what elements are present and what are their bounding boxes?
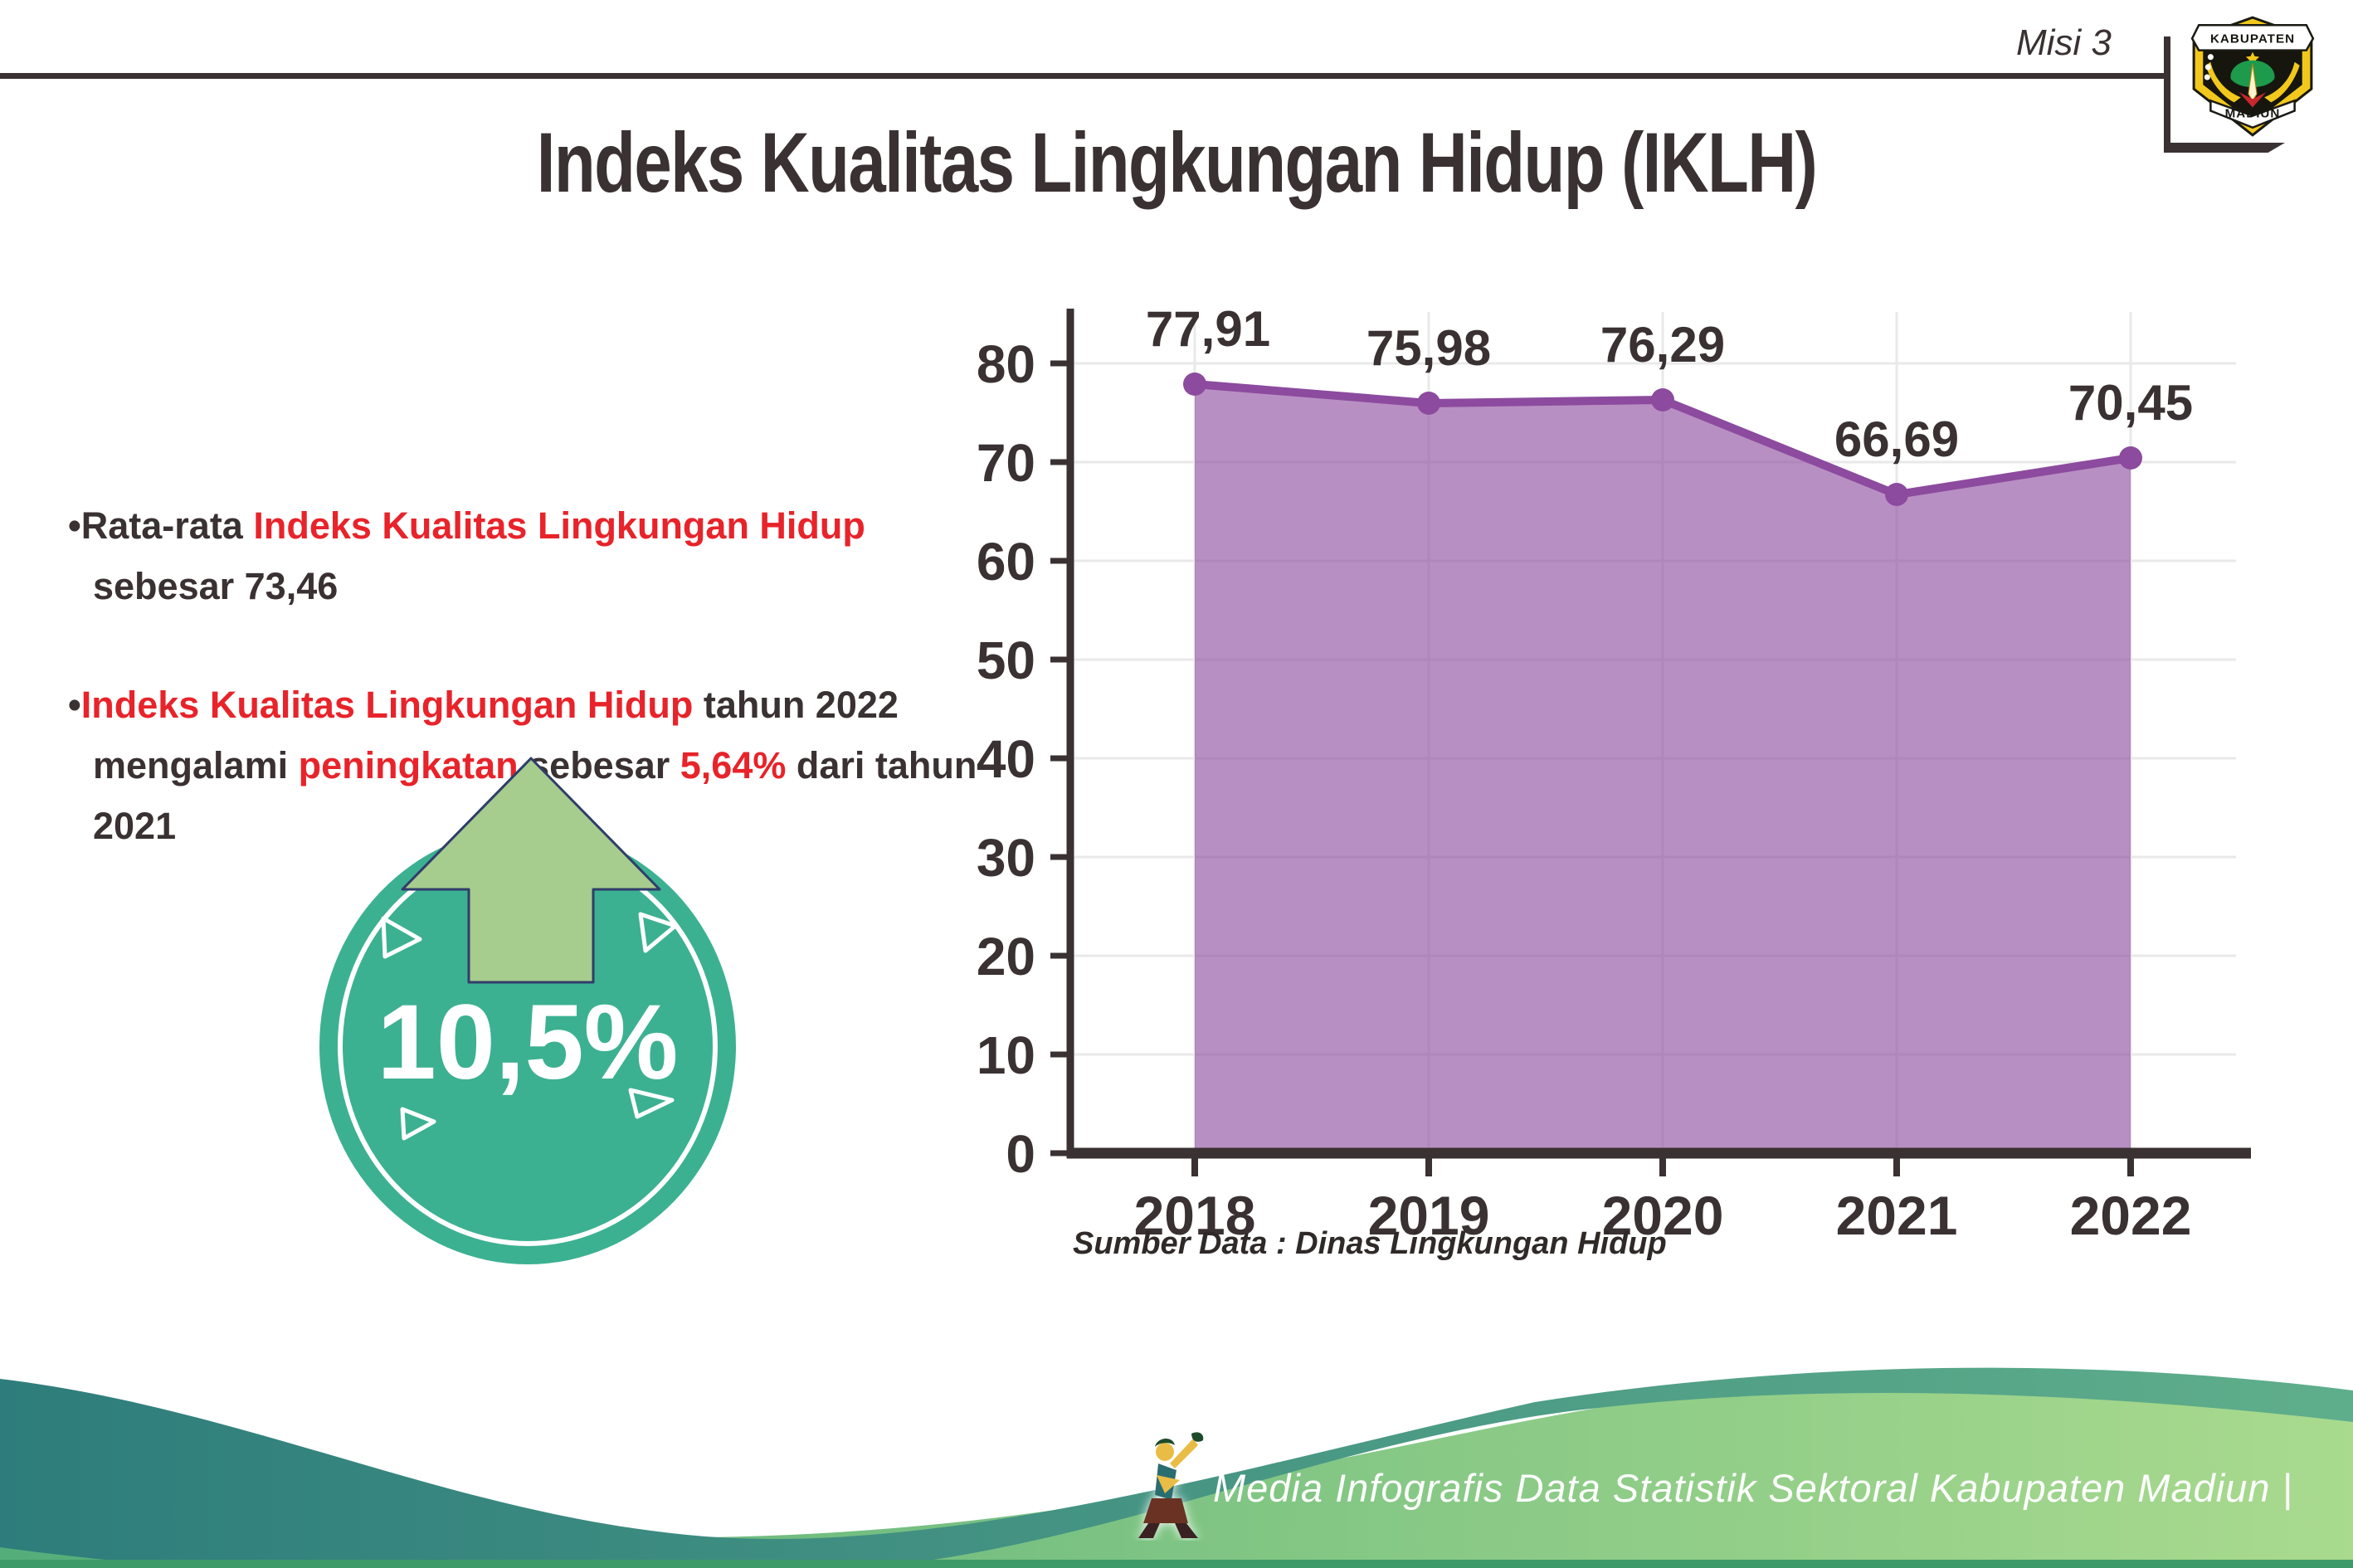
footer-wave-decoration — [0, 1367, 2353, 1568]
logo-cotton-dot — [2204, 64, 2211, 71]
y-tick-label: 60 — [977, 532, 1035, 592]
logo-cotton-dot — [2204, 74, 2210, 80]
logo-banner-bottom — [2209, 99, 2296, 129]
badge-spark-icon — [638, 912, 678, 953]
finding-highlight: Indeks Kualitas Lingkungan Hidup — [253, 504, 865, 547]
x-tick-label: 2020 — [1602, 1185, 1724, 1246]
up-arrow-icon — [401, 757, 661, 984]
value-label: 66,69 — [1834, 411, 1959, 467]
finding-text: dari tahun 2021 — [93, 743, 977, 847]
y-tick-label: 70 — [977, 433, 1035, 493]
finding-text: Rata-rata — [80, 504, 254, 547]
y-tick-label: 0 — [1006, 1124, 1035, 1184]
badge-value: 10,5% — [378, 983, 679, 1102]
dancer-mascot-icon — [1138, 1432, 1204, 1538]
y-tick-label: 50 — [977, 631, 1035, 690]
logo-top-text: KABUPATEN — [2210, 32, 2295, 46]
value-label: 75,98 — [1366, 320, 1491, 376]
footer-credit: Media Infografis Data Statistik Sektoral… — [1213, 1466, 2293, 1510]
y-tick-label: 40 — [977, 729, 1035, 789]
y-tick-label: 20 — [977, 927, 1035, 986]
data-source-caption: Sumber Data : Dinas Lingkungan Hidup — [1073, 1226, 1667, 1261]
badge-circle — [319, 828, 736, 1264]
data-point — [1651, 388, 1674, 411]
x-tick-label: 2018 — [1134, 1185, 1256, 1246]
x-tick-label: 2022 — [2070, 1185, 2192, 1246]
footer-teal-wave — [0, 1367, 2353, 1568]
logo-banner-top — [2190, 23, 2315, 51]
page-title: Indeks Kualitas Lingkungan Hidup (IKLH) — [536, 115, 1818, 210]
finding-highlight: 5,64% — [680, 743, 787, 786]
value-label: 70,45 — [2068, 375, 2193, 431]
key-findings: •Rata-rata Indeks Kualitas Lingkungan Hi… — [68, 496, 1006, 914]
finding-text: tahun 2022 mengalami — [93, 683, 899, 786]
data-point — [1417, 392, 1440, 415]
logo-frame-vertical — [2164, 37, 2170, 153]
x-tick-label: 2021 — [1836, 1185, 1958, 1246]
logo-frame-horizontal — [2164, 143, 2285, 153]
finding-text: sebesar 73,46 — [93, 564, 339, 607]
logo-red-chevron — [2239, 92, 2267, 108]
y-tick-label: 10 — [977, 1025, 1035, 1085]
misi-label: Misi 3 — [2016, 22, 2112, 63]
footer-bottom-strip — [0, 1560, 2353, 1568]
header-rule — [0, 73, 2167, 79]
finding-highlight: Indeks Kualitas Lingkungan Hidup — [80, 683, 694, 726]
footer-green-wave — [0, 1375, 2353, 1568]
badge-spark-icon — [400, 1107, 436, 1141]
logo-wing-right — [2264, 61, 2300, 103]
x-tick-label: 2019 — [1368, 1185, 1490, 1246]
y-tick-label: 30 — [977, 828, 1035, 888]
value-label: 77,91 — [1146, 307, 1270, 357]
bullet-marker: • — [68, 504, 81, 547]
data-point — [1183, 373, 1206, 396]
data-point — [1885, 483, 1908, 506]
data-point — [2119, 446, 2142, 470]
bullet-increase-2022: •Indeks Kualitas Lingkungan Hidup tahun … — [68, 675, 1006, 857]
kabupaten-madiun-logo: KABUPATEN MADIUN — [2190, 16, 2315, 137]
bullet-marker: • — [68, 683, 81, 726]
iklh-area-chart: 0 10 20 30 40 50 60 70 80 2018 2019 2020 2021 2022 77,… — [977, 307, 2251, 1246]
bullet-average-iklh: •Rata-rata Indeks Kualitas Lingkungan Hi… — [68, 496, 1006, 617]
logo-cotton-dot — [2207, 54, 2214, 61]
badge-spark-icon — [628, 1088, 675, 1119]
y-tick-label: 80 — [977, 334, 1035, 394]
badge-spark-icon — [381, 916, 422, 959]
increase-badge: 10,5% — [319, 757, 736, 1264]
area-fill — [1195, 384, 2131, 1153]
value-label: 76,29 — [1600, 317, 1725, 373]
finding-highlight: peningkatan — [298, 743, 519, 786]
logo-bottom-text: MADIUN — [2225, 107, 2281, 121]
